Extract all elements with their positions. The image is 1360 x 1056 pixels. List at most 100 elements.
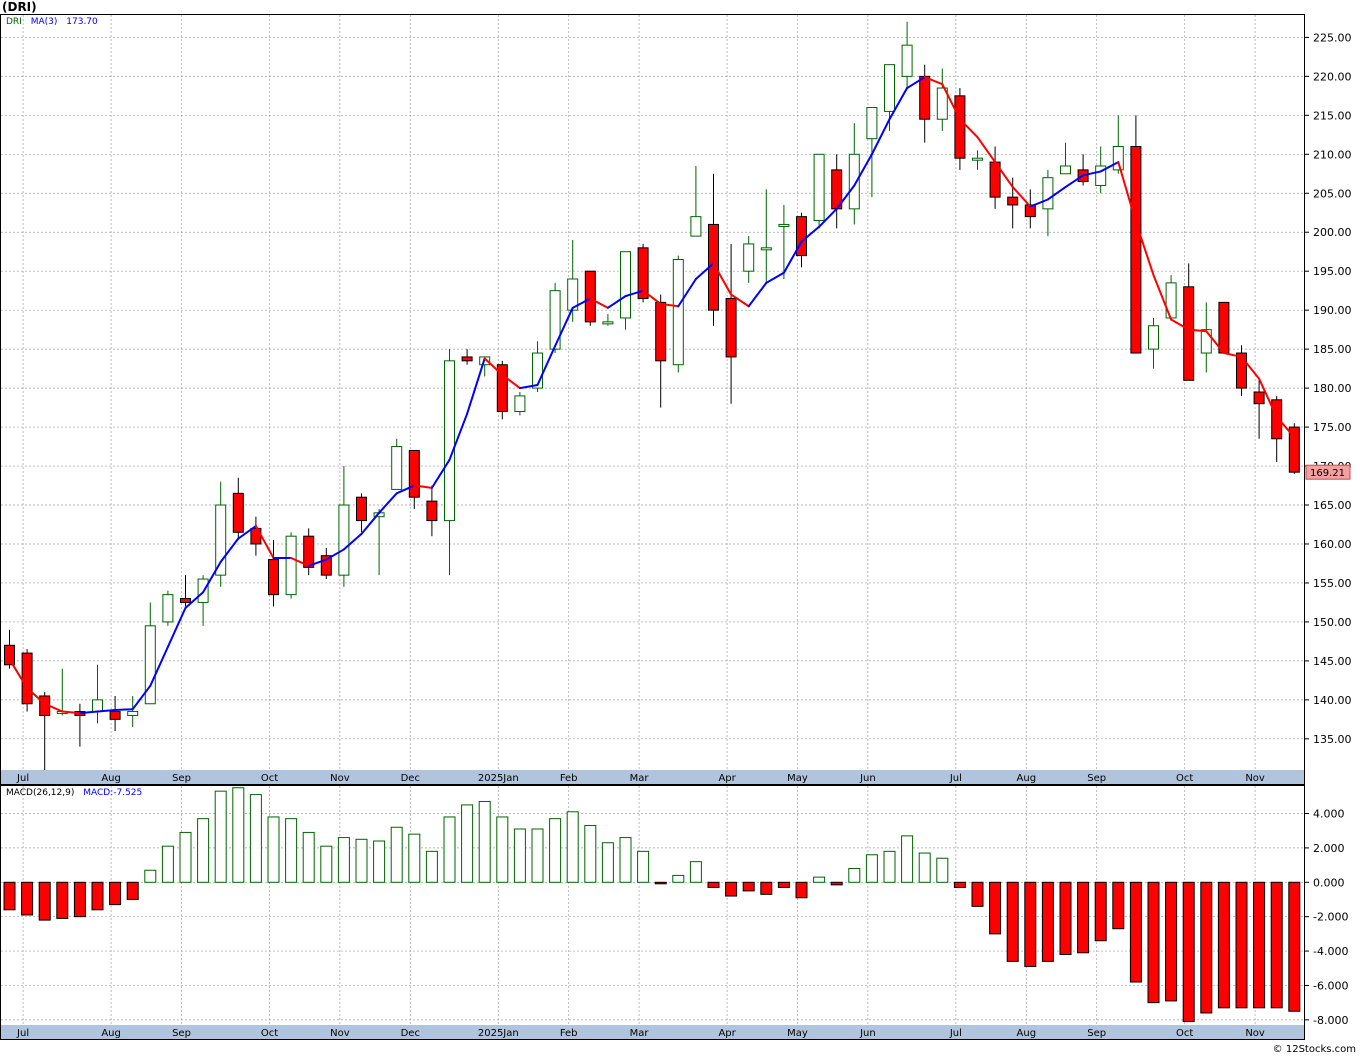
macd-bar-positive [936,857,949,883]
ma3-segment [554,306,574,348]
price-x-tick-label: Jul [16,773,29,784]
candle-down [320,555,332,576]
candle-up [690,216,702,237]
candle-down [954,95,966,159]
candle-up [338,504,350,576]
candle-down [655,301,667,362]
candle-up [901,44,913,77]
ma3-segment [1082,170,1102,177]
macd-bar-positive [848,868,861,883]
price-x-tick-label: Sep [172,773,191,784]
macd-bar-negative [1253,881,1266,1009]
macd-bar-negative [953,881,966,888]
ma3-segment [642,289,662,305]
ma3-segment [1240,355,1261,380]
macd-bar-negative [1094,881,1107,942]
ma3-segment [1152,274,1173,321]
ma3-segment [976,136,997,164]
macd-x-tick-label: Jul [16,1028,29,1039]
macd-x-tick-label: Feb [560,1028,578,1039]
price-y-tick-label: 180.00 [1313,382,1352,395]
macd-bar-positive [144,869,157,883]
ma3-segment [114,708,134,711]
watermark: © 12Stocks.com [1273,1044,1356,1055]
candle-down [1253,391,1265,405]
ma3-segment [96,708,117,713]
macd-bar-positive [619,837,632,883]
macd-bar-positive [302,831,315,883]
macd-bar-positive [408,833,421,883]
ma3-segment [8,658,29,690]
candle-down [496,364,508,412]
macd-bar-negative [38,881,51,921]
candle-up [866,107,878,140]
macd-y-tick-label: 2.000 [1313,842,1345,855]
candle-up [672,259,684,366]
ma3-segment [1029,198,1049,208]
macd-bar-negative [1217,881,1230,1009]
price-y-tick-label: 155.00 [1313,577,1352,590]
ma3-segment [870,118,891,156]
candle-up [444,360,455,522]
macd-bar-positive [179,831,192,883]
macd-bar-positive [531,828,544,883]
macd-bar-negative [1165,881,1178,1002]
ma3-segment [342,532,363,551]
macd-x-tick-label: Nov [1245,1028,1265,1039]
price-y-tick-label: 195.00 [1313,265,1352,278]
candle-up [813,153,825,222]
macd-bar-negative [989,881,1002,935]
candle-up [760,247,772,251]
macd-bar-negative [725,881,738,897]
price-x-tick-label: Jul [949,773,962,784]
macd-bar-positive [566,811,579,883]
chart-title: (DRI) [2,0,37,14]
ma3-segment [782,240,803,274]
ma3-segment [61,710,81,715]
ma3-segment [1099,161,1120,173]
macd-bar-positive [373,840,386,883]
macd-x-tick-label: Sep [172,1028,191,1039]
price-x-tick-label: Aug [101,773,121,784]
macd-x-tick-label: Jul [949,1028,962,1039]
candle-up [972,157,983,161]
ma3-segment [360,511,381,535]
candle-down [919,75,931,120]
macd-bar-negative [654,881,667,885]
ma3-segment [1187,328,1208,333]
ma3-segment [606,295,627,309]
price-y-tick-label: 190.00 [1313,304,1352,317]
price-y-tick-label: 175.00 [1313,421,1352,434]
macd-bar-negative [1024,881,1037,968]
legend-ma-label: MA(3) [31,17,58,27]
ma3-segment [818,207,838,228]
ma3-segment [1170,318,1190,331]
ma3-segment [166,606,187,648]
candle-down [1236,352,1247,389]
macd-bar-negative [1129,881,1142,983]
candle-down [180,598,191,603]
macd-bar-positive [672,874,685,883]
ma3-segment [747,281,768,308]
ma3-segment [800,225,821,243]
macd-bar-negative [109,881,122,906]
macd-bar-negative [3,881,16,911]
legend-symbol: DRI [6,17,22,27]
macd-x-tick-label: Mar [630,1028,650,1039]
macd-bar-positive [197,818,210,883]
macd-bar-positive [883,850,896,883]
candle-up [1060,165,1071,175]
price-x-tick-label: Mar [630,773,650,784]
price-x-axis: Jul Aug Sep Oct Nov Dec 2025Jan Feb Mar Apr May Jun… [16,773,1265,784]
ma3-segment [571,297,592,309]
ma3-segment [1046,186,1067,201]
candle-down [1007,196,1019,206]
macd-y-tick-label: -8.000 [1313,1014,1348,1027]
svg-text:DRI MA(3) 173.70: DRI MA(3) 173.70 [6,17,98,27]
macd-x-tick-label: Oct [1176,1028,1193,1039]
candle-up [514,395,526,412]
macd-y-axis: 4.000 2.000 0.000 -2.000 -4.000 -6.000 -8.000 [1304,808,1348,1027]
macd-bar-negative [21,881,34,916]
macd-x-tick-label: Dec [401,1028,420,1039]
